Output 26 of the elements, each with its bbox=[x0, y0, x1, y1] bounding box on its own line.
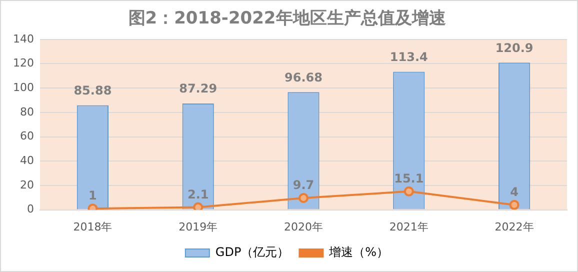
y-tick-label: 100 bbox=[12, 80, 34, 94]
x-tick-label: 2022年 bbox=[494, 220, 534, 234]
data-label: 113.4 bbox=[390, 50, 428, 64]
data-label: 85.88 bbox=[74, 83, 112, 98]
data-label: 4 bbox=[510, 185, 518, 200]
legend-label: GDP（亿元） bbox=[215, 245, 290, 260]
data-label: 15.1 bbox=[394, 172, 424, 186]
data-label: 2.1 bbox=[187, 187, 209, 202]
x-tick-label: 2021年 bbox=[389, 220, 428, 234]
y-tick-label: 40 bbox=[20, 154, 34, 167]
x-tick-label: 2018年 bbox=[73, 220, 112, 234]
data-label: 96.68 bbox=[284, 70, 322, 84]
chart-title: 图2：2018-2022年地区生产总值及增速 bbox=[128, 8, 446, 29]
data-label: 1 bbox=[88, 188, 97, 203]
y-tick-label: 0 bbox=[26, 202, 34, 216]
x-tick-label: 2020年 bbox=[284, 220, 323, 234]
y-tick-label: 60 bbox=[20, 130, 34, 143]
y-tick-label: 20 bbox=[20, 178, 34, 192]
legend-label: 增速（%） bbox=[328, 245, 389, 260]
data-label: 9.7 bbox=[292, 178, 314, 192]
y-tick-label: 120 bbox=[12, 56, 34, 70]
y-tick-label: 80 bbox=[20, 105, 34, 118]
x-tick-label: 2019年 bbox=[178, 220, 218, 234]
data-label: 120.9 bbox=[495, 40, 534, 55]
data-label: 87.29 bbox=[179, 82, 218, 96]
y-tick-label: 140 bbox=[12, 32, 34, 46]
